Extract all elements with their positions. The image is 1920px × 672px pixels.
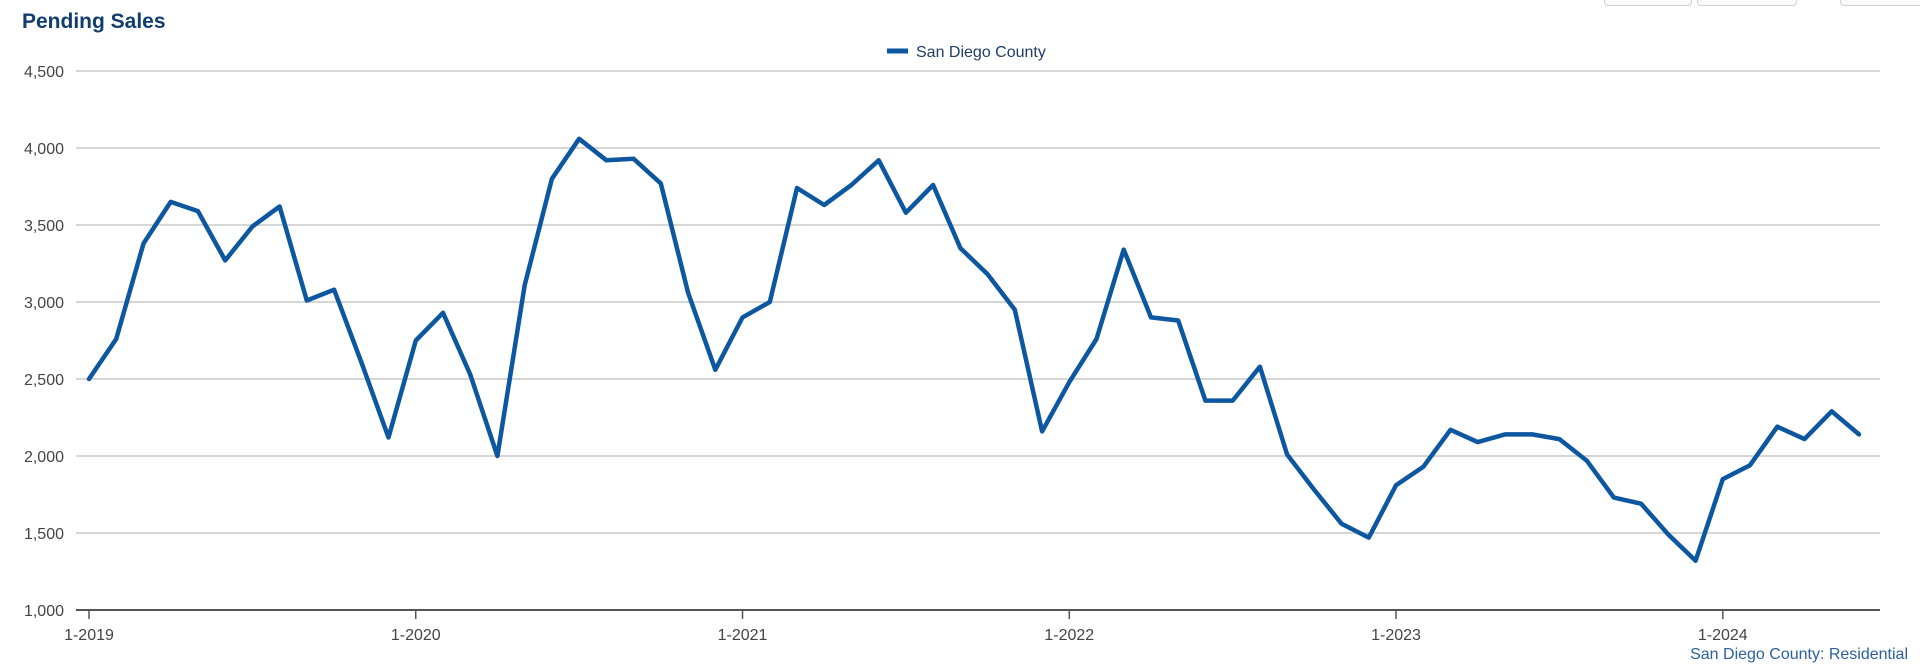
y-tick-label: 2,500 [24,372,64,389]
data-point[interactable] [658,180,664,186]
toolbar-button[interactable] [1697,0,1797,6]
data-point[interactable] [86,376,92,382]
data-point[interactable] [1230,398,1236,404]
data-point[interactable] [249,224,255,230]
data-point[interactable] [1529,431,1535,437]
data-point[interactable] [413,338,419,344]
grid-lines [76,70,1880,534]
data-point[interactable] [712,367,718,373]
data-point[interactable] [494,453,500,459]
data-point[interactable] [848,182,854,188]
data-point[interactable] [1774,424,1780,430]
data-point[interactable] [1257,364,1263,370]
data-point[interactable] [1829,408,1835,414]
data-point[interactable] [1066,379,1072,385]
series-layer [86,136,1862,564]
data-point[interactable] [1801,436,1807,442]
data-point[interactable] [1311,487,1317,493]
y-tick-label: 2,000 [24,449,64,466]
data-point[interactable] [195,208,201,214]
y-tick-label: 3,500 [24,218,64,235]
data-point[interactable] [549,176,555,182]
y-tick-label: 3,000 [24,295,64,312]
data-point[interactable] [331,287,337,293]
data-point[interactable] [1121,247,1127,253]
legend[interactable]: San Diego County [887,44,1046,61]
data-point[interactable] [876,157,882,163]
data-point[interactable] [277,204,283,210]
data-point[interactable] [631,156,637,162]
data-point[interactable] [1556,436,1562,442]
data-point[interactable] [1584,458,1590,464]
data-point[interactable] [440,310,446,316]
data-point[interactable] [522,282,528,288]
data-point[interactable] [1094,336,1100,342]
data-point[interactable] [1175,317,1181,323]
y-axis-labels: 1,000 1,500 2,000 2,500 3,000 3,500 4,000 4,500 [24,64,64,620]
data-point[interactable] [1339,521,1345,527]
page-title: Pending Sales [22,10,166,33]
x-tick-label: 1-2020 [391,627,441,644]
data-point[interactable] [1012,307,1018,313]
x-tick-label: 1-2019 [64,627,114,644]
data-point[interactable] [358,359,364,365]
data-point[interactable] [1448,427,1454,433]
x-tick-label: 1-2023 [1371,627,1421,644]
data-point[interactable] [1693,558,1699,564]
data-point[interactable] [794,185,800,191]
data-point[interactable] [1665,532,1671,538]
data-point[interactable] [767,299,773,305]
data-point[interactable] [821,202,827,208]
data-point[interactable] [576,136,582,142]
data-point[interactable] [1720,476,1726,482]
data-point[interactable] [1638,501,1644,507]
data-point[interactable] [1502,431,1508,437]
data-point[interactable] [1284,451,1290,457]
y-tick-label: 4,500 [24,64,64,81]
data-point[interactable] [985,271,991,277]
x-tick-label: 1-2024 [1698,627,1748,644]
data-point[interactable] [1611,495,1617,501]
data-point[interactable] [1856,431,1862,437]
data-point[interactable] [1039,428,1045,434]
data-point[interactable] [1420,464,1426,470]
data-point[interactable] [467,371,473,377]
toolbar-button[interactable] [1840,0,1920,6]
toolbar-button[interactable] [1604,0,1692,6]
credits-label[interactable]: San Diego County: Residential [1690,646,1908,663]
data-point[interactable] [1475,439,1481,445]
data-point[interactable] [903,210,909,216]
data-point[interactable] [304,297,310,303]
data-point[interactable] [685,290,691,296]
data-point[interactable] [386,435,392,441]
data-point[interactable] [740,314,746,320]
x-axis: 1-2019 1-2020 1-2021 1-2022 1-2023 1-2024 [64,609,1880,644]
data-point[interactable] [1747,462,1753,468]
y-tick-label: 1,000 [24,603,64,620]
y-tick-label: 1,500 [24,526,64,543]
x-tick-label: 1-2021 [718,627,768,644]
data-point[interactable] [1202,398,1208,404]
data-point[interactable] [1393,482,1399,488]
data-point[interactable] [168,199,174,205]
data-point[interactable] [113,336,119,342]
data-point[interactable] [1366,535,1372,541]
legend-item-san-diego-county[interactable]: San Diego County [916,44,1046,61]
data-point[interactable] [957,245,963,251]
data-point[interactable] [603,157,609,163]
data-point[interactable] [140,240,146,246]
series-line-san-diego-county[interactable] [86,136,1862,563]
x-tick-label: 1-2022 [1044,627,1094,644]
data-point[interactable] [930,182,936,188]
y-tick-label: 4,000 [24,141,64,158]
data-point[interactable] [1148,314,1154,320]
data-point[interactable] [222,257,228,263]
